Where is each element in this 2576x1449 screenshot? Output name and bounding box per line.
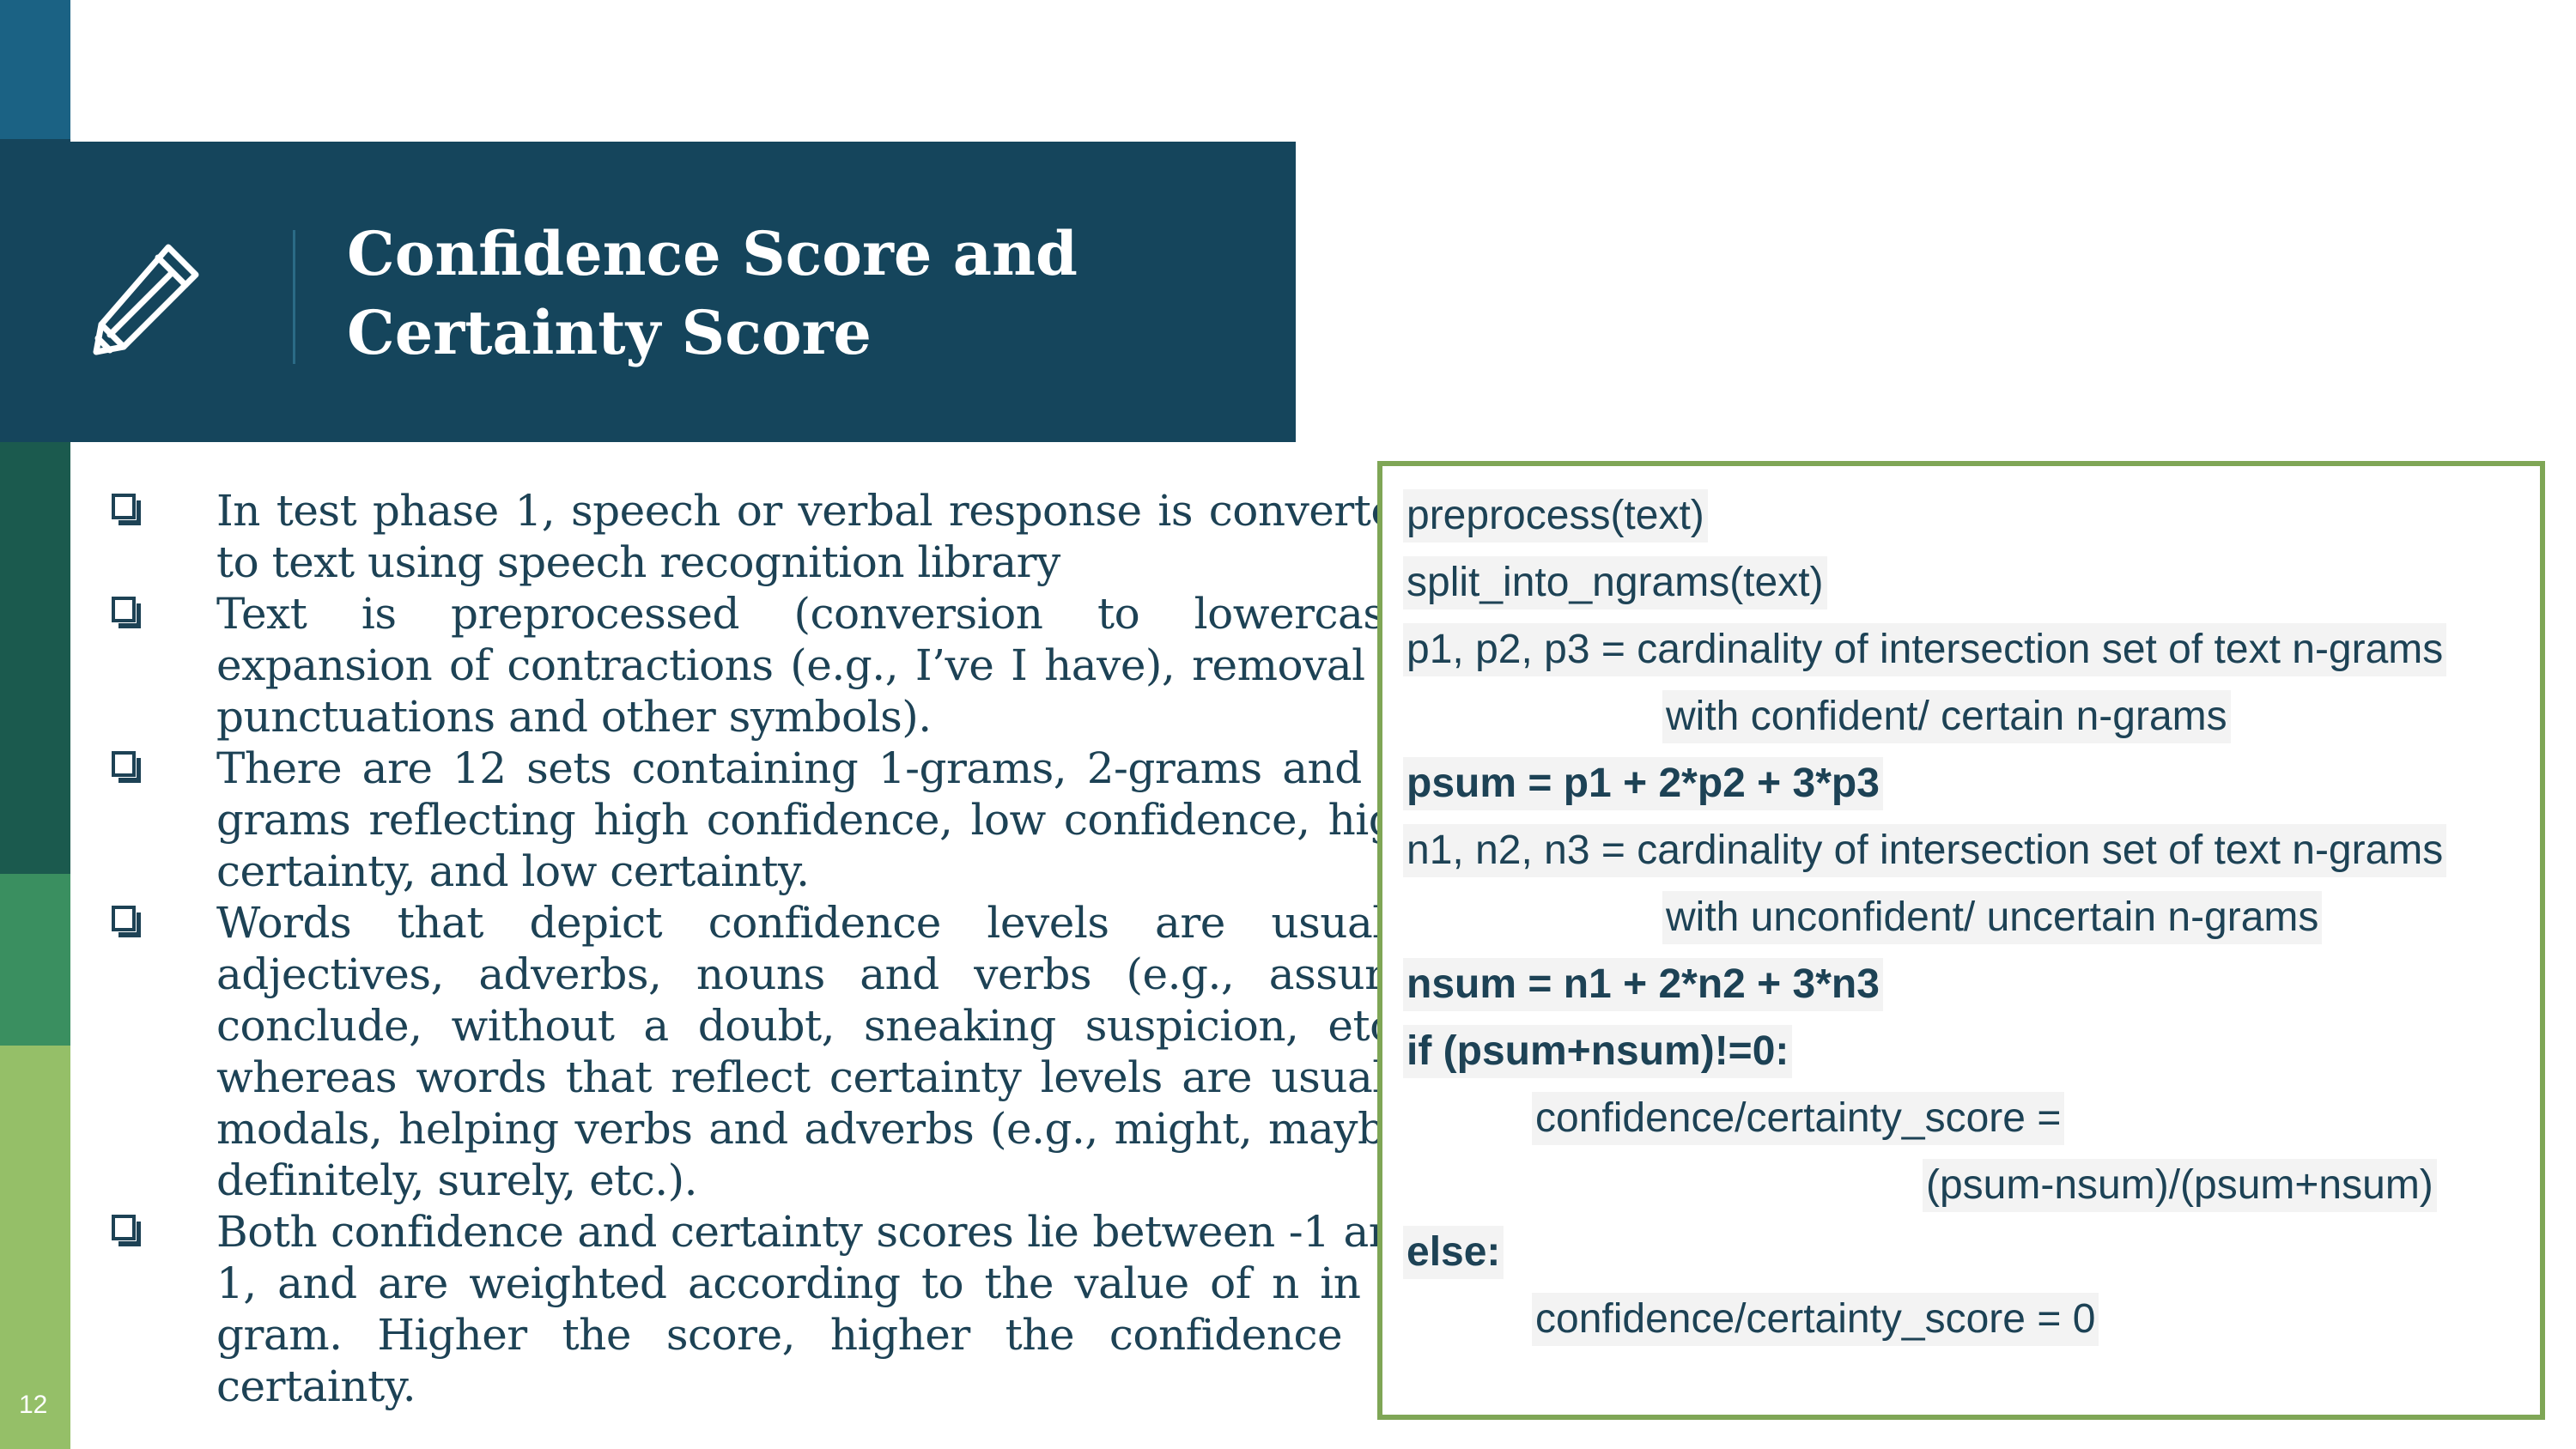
slide-title: Confidence Score and Certainty Score (347, 215, 1274, 373)
code-line: else: (1403, 1226, 1504, 1279)
accent-bar-segment (0, 1046, 70, 1449)
code-line: with unconfident/ uncertain n-grams (1662, 891, 2323, 944)
bullet-text: There are 12 sets containing 1-grams, 2-… (216, 743, 1424, 896)
code-line: n1, n2, n3 = cardinality of intersection… (1403, 824, 2447, 877)
list-item: Words that depict confidence levels are … (112, 897, 1424, 1206)
code-line: with confident/ certain n-grams (1662, 690, 2231, 743)
title-line: Confidence Score and (347, 218, 1078, 289)
bullet-text: In test phase 1, speech or verbal respon… (216, 486, 1424, 587)
code-line: psum = p1 + 2*p2 + 3*p3 (1403, 757, 1883, 810)
accent-bar-segment (0, 440, 70, 874)
code-line: if (psum+nsum)!=0: (1403, 1025, 1793, 1078)
checkbox-bullet-icon (112, 906, 141, 937)
page-number: 12 (19, 1391, 48, 1419)
code-line: confidence/certainty_score = (1532, 1092, 2065, 1145)
title-divider (293, 230, 295, 364)
checkbox-bullet-icon (112, 597, 141, 628)
list-item: There are 12 sets containing 1-grams, 2-… (112, 743, 1424, 897)
pencil-icon (93, 244, 199, 355)
accent-bar-segment (0, 874, 70, 1046)
code-line: confidence/certainty_score = 0 (1532, 1293, 2099, 1346)
code-line: nsum = n1 + 2*n2 + 3*n3 (1403, 958, 1883, 1011)
code-line: (psum-nsum)/(psum+nsum) (1923, 1159, 2437, 1212)
list-item: Both confidence and certainty scores lie… (112, 1206, 1424, 1412)
code-line: p1, p2, p3 = cardinality of intersection… (1403, 623, 2447, 676)
bullet-text: Both confidence and certainty scores lie… (216, 1207, 1424, 1411)
list-item: Text is preprocessed (conversion to lowe… (112, 588, 1424, 743)
checkbox-bullet-icon (112, 751, 141, 783)
bullet-text: Text is preprocessed (conversion to lowe… (216, 589, 1424, 742)
accent-bar-segment (0, 0, 70, 139)
title-line: Certainty Score (347, 297, 872, 368)
list-item: In test phase 1, speech or verbal respon… (112, 485, 1424, 588)
pseudocode-box: preprocess(text) split_into_ngrams(text)… (1377, 461, 2545, 1420)
bullet-list: In test phase 1, speech or verbal respon… (112, 485, 1424, 1412)
checkbox-bullet-icon (112, 494, 141, 525)
title-band (0, 142, 1296, 442)
bullet-text: Words that depict confidence levels are … (216, 898, 1424, 1205)
code-line: split_into_ngrams(text) (1403, 556, 1827, 609)
code-line: preprocess(text) (1403, 489, 1708, 543)
checkbox-bullet-icon (112, 1215, 141, 1246)
